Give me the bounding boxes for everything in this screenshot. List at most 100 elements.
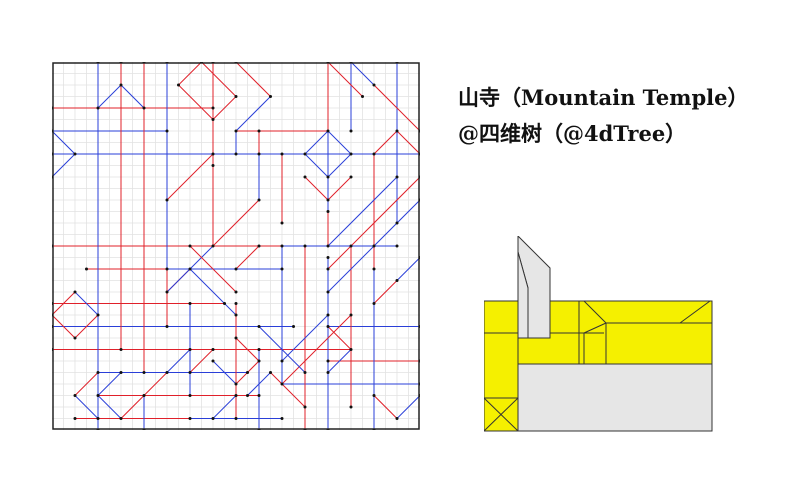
crease-vertex — [211, 118, 215, 121]
crease-vertex — [73, 394, 77, 397]
crease-vertex — [372, 302, 376, 305]
crease-vertex — [280, 417, 284, 420]
crease-vertex — [326, 210, 330, 213]
valley-crease — [327, 153, 352, 178]
mountain-crease — [327, 326, 352, 350]
crease-vertex — [234, 302, 238, 305]
crease-vertex — [326, 129, 330, 133]
crease-vertex — [257, 129, 261, 133]
valley-crease — [350, 62, 375, 86]
crease-vertex — [119, 371, 123, 374]
valley-crease — [258, 326, 306, 373]
valley-crease — [189, 268, 237, 316]
crease-vertex — [257, 244, 261, 248]
crease-vertex — [234, 336, 238, 340]
crease-vertex — [372, 244, 376, 248]
crease-vertex — [372, 83, 376, 87]
crease-vertex — [280, 244, 284, 248]
crease-vertex — [326, 359, 330, 363]
crease-vertex — [395, 279, 399, 282]
crease-vertex — [246, 394, 249, 397]
crease-vertex — [361, 95, 364, 98]
title-block: 山寺（Mountain Temple） @四维树（@4dTree） — [458, 80, 748, 152]
crease-vertex — [349, 129, 353, 133]
mountain-crease — [327, 62, 363, 97]
crease-vertex — [257, 348, 261, 351]
valley-crease — [327, 130, 352, 155]
fold-edge — [583, 322, 607, 334]
crease-vertex — [269, 95, 272, 98]
model-title: 山寺（Mountain Temple） — [458, 85, 749, 110]
crease-vertex — [211, 106, 215, 110]
crease-vertex — [234, 313, 238, 317]
mountain-crease — [212, 96, 237, 120]
crease-vertex — [349, 175, 353, 179]
crease-vertex — [234, 95, 238, 98]
valley-crease — [327, 176, 398, 247]
valley-crease — [304, 130, 329, 155]
crease-vertex — [142, 371, 146, 374]
crease-vertex — [234, 382, 238, 386]
mountain-crease — [235, 245, 260, 270]
fold-edge — [679, 300, 711, 324]
valley-crease — [166, 349, 191, 373]
crease-vertex — [119, 83, 123, 87]
mountain-crease — [327, 176, 352, 201]
crease-vertex — [326, 313, 330, 317]
valley-crease — [120, 84, 145, 109]
crease-vertex — [257, 152, 261, 156]
mountain-crease — [373, 130, 398, 155]
crease-vertex — [211, 244, 215, 248]
valley-crease — [396, 257, 420, 281]
crease-vertex — [326, 175, 330, 179]
crease-vertex — [165, 267, 169, 271]
crease-vertex — [96, 313, 100, 317]
folded-model-preview — [484, 236, 716, 434]
crease-vertex — [211, 359, 215, 363]
crease-vertex — [234, 129, 238, 133]
crease-vertex — [257, 359, 261, 363]
crease-vertex — [96, 106, 100, 110]
crease-vertex — [119, 348, 123, 351]
crease-vertex — [303, 405, 307, 409]
crease-vertex — [165, 290, 169, 294]
author-credit: @四维树（@4dTree） — [458, 121, 687, 146]
crease-vertex — [165, 325, 169, 328]
mountain-crease — [74, 372, 99, 396]
crease-vertex — [280, 359, 284, 363]
crease-pattern — [52, 62, 420, 430]
mountain-crease — [373, 395, 398, 419]
crease-vertex — [349, 244, 353, 248]
crease-vertex — [73, 417, 77, 420]
crease-vertex — [188, 302, 192, 305]
crease-vertex — [326, 256, 330, 259]
crease-vertex — [372, 152, 376, 156]
crease-vertex — [165, 198, 169, 202]
crease-vertex — [188, 394, 192, 397]
valley-crease — [396, 395, 420, 419]
crease-vertex — [211, 152, 215, 156]
valley-crease — [74, 291, 99, 316]
crease-vertex — [326, 325, 330, 328]
valley-crease — [212, 395, 237, 419]
valley-crease — [97, 395, 122, 419]
crease-vertex — [165, 129, 169, 133]
valley-crease — [97, 372, 122, 396]
crease-vertex — [349, 152, 353, 156]
crease-vertex — [223, 302, 226, 305]
mountain-crease — [166, 153, 214, 201]
crease-vertex — [73, 152, 77, 156]
crease-vertex — [280, 382, 284, 386]
mountain-crease — [189, 245, 237, 293]
crease-vertex — [326, 267, 330, 271]
crease-vertex — [211, 417, 215, 420]
mountain-crease — [373, 280, 398, 304]
fold-edge — [484, 397, 519, 432]
crease-vertex — [188, 267, 192, 271]
crease-vertex — [326, 371, 330, 374]
crease-vertex — [211, 164, 215, 167]
mountain-crease — [178, 62, 202, 86]
crease-vertex — [269, 371, 272, 374]
crease-vertex — [142, 106, 146, 110]
crease-vertex — [73, 336, 77, 340]
